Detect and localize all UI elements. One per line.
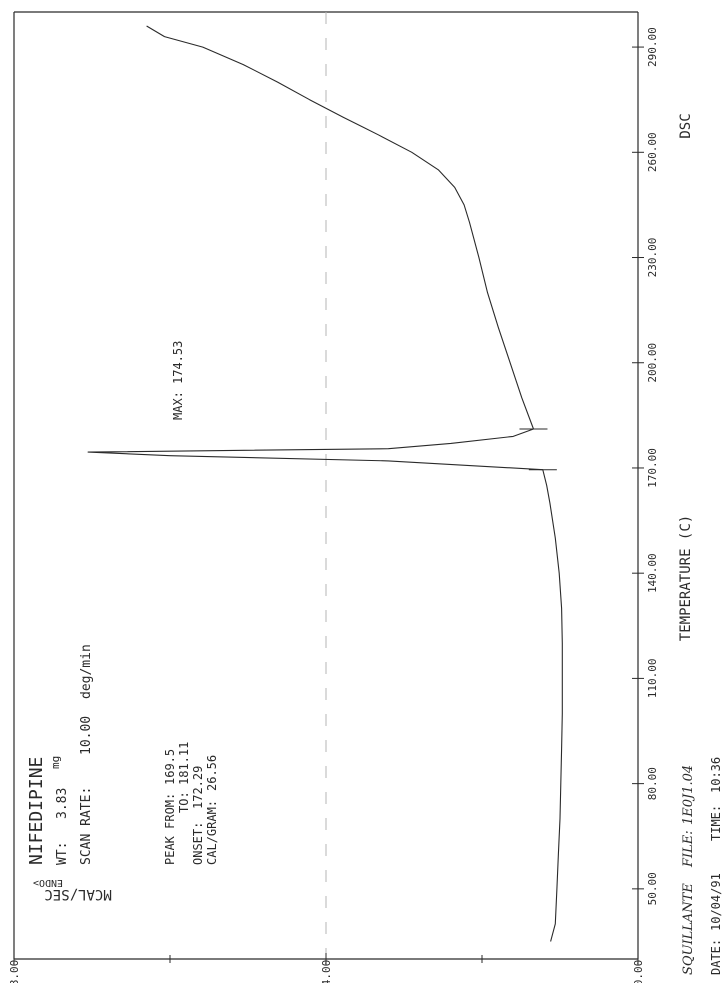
- x-axis-label: TEMPERATURE (C): [678, 515, 694, 641]
- peak-limit-markers: [519, 428, 557, 471]
- x-tick-label: 80.00: [646, 767, 659, 800]
- cal-gram-label: CAL/GRAM:: [205, 800, 219, 865]
- x-tick-label: 260.00: [646, 132, 659, 172]
- x-tick-label: 110.00: [646, 659, 659, 699]
- date-label: DATE:: [709, 939, 723, 975]
- cal-gram-value: 26.56: [205, 755, 219, 791]
- peak-from-label: PEAK FROM:: [163, 793, 177, 865]
- onset-label: ONSET:: [191, 822, 205, 865]
- y-tick-label: 4.00: [320, 960, 333, 983]
- mcal-tick-labels: 0.00 4.00 8.00: [8, 960, 645, 983]
- file-value: 1E0J1.04: [681, 765, 696, 825]
- weight-label: WT:: [55, 842, 70, 865]
- onset-value: 172.29: [191, 766, 205, 809]
- peak-max-value: 174.53: [171, 341, 185, 384]
- peak-to-value: 181.11: [177, 742, 191, 785]
- endo-direction-label: ENDO>: [33, 877, 63, 888]
- x-tick-label: 140.00: [646, 553, 659, 593]
- sample-name: NIFEDIPINE: [26, 757, 47, 865]
- peak-max-label: MAX:: [171, 391, 185, 420]
- dsc-trace: [87, 25, 563, 942]
- peak-results: PEAK FROM: 169.5 TO: 181.11 ONSET: 172.2…: [163, 341, 219, 865]
- peak-to-label: TO:: [177, 791, 191, 813]
- x-tick-label: 200.00: [646, 343, 659, 383]
- weight-value: 3.83: [55, 788, 70, 819]
- scan-rate-unit: deg/min: [79, 644, 94, 699]
- x-tick-label: 50.00: [646, 872, 659, 905]
- sample-info: NIFEDIPINE WT: 3.83 mg SCAN RATE: 10.00 …: [26, 644, 94, 865]
- axis-ticks: [13, 46, 644, 965]
- x-tick-label: 290.00: [646, 27, 659, 67]
- weight-unit: mg: [49, 756, 62, 769]
- x-tick-label: 170.00: [646, 448, 659, 488]
- x-tick-label: 230.00: [646, 238, 659, 278]
- chart-title: DSC: [678, 113, 694, 138]
- y-axis-label: MCAL/SEC: [44, 886, 111, 902]
- date-value: 10/04/91: [709, 873, 723, 931]
- scan-rate-label: SCAN RATE:: [79, 787, 94, 865]
- footer-info: SQUILLANTE FILE: 1E0J1.04 DATE: 10/04/91…: [681, 757, 723, 975]
- file-label: FILE:: [681, 830, 696, 868]
- y-tick-label: 0.00: [632, 960, 645, 983]
- time-value: 10:36: [709, 757, 723, 793]
- y-tick-label: 8.00: [8, 960, 21, 983]
- operator-name: SQUILLANTE: [681, 883, 696, 975]
- temperature-tick-labels: 50.00 80.00 110.00 140.00 170.00 200.00 230.00…: [646, 27, 659, 905]
- time-label: TIME:: [709, 805, 723, 841]
- peak-from-value: 169.5: [163, 749, 177, 785]
- scan-rate-value: 10.00: [79, 716, 94, 755]
